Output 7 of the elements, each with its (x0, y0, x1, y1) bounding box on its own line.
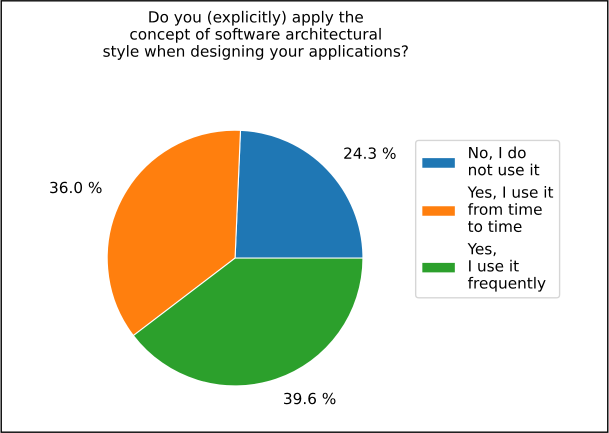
legend-label: Yes, I use it from time to time (468, 186, 554, 232)
data-label: 36.0 % (50, 182, 102, 194)
chart-title: Do you (explicitly) apply the concept of software architectural style when designing your applications? (103, 10, 408, 60)
data-label: 39.6 % (284, 392, 336, 404)
data-label: 24.3 % (344, 147, 396, 159)
legend-label: No, I do not use it (469, 146, 540, 176)
legend-label: Yes, I use it frequently (468, 243, 546, 292)
